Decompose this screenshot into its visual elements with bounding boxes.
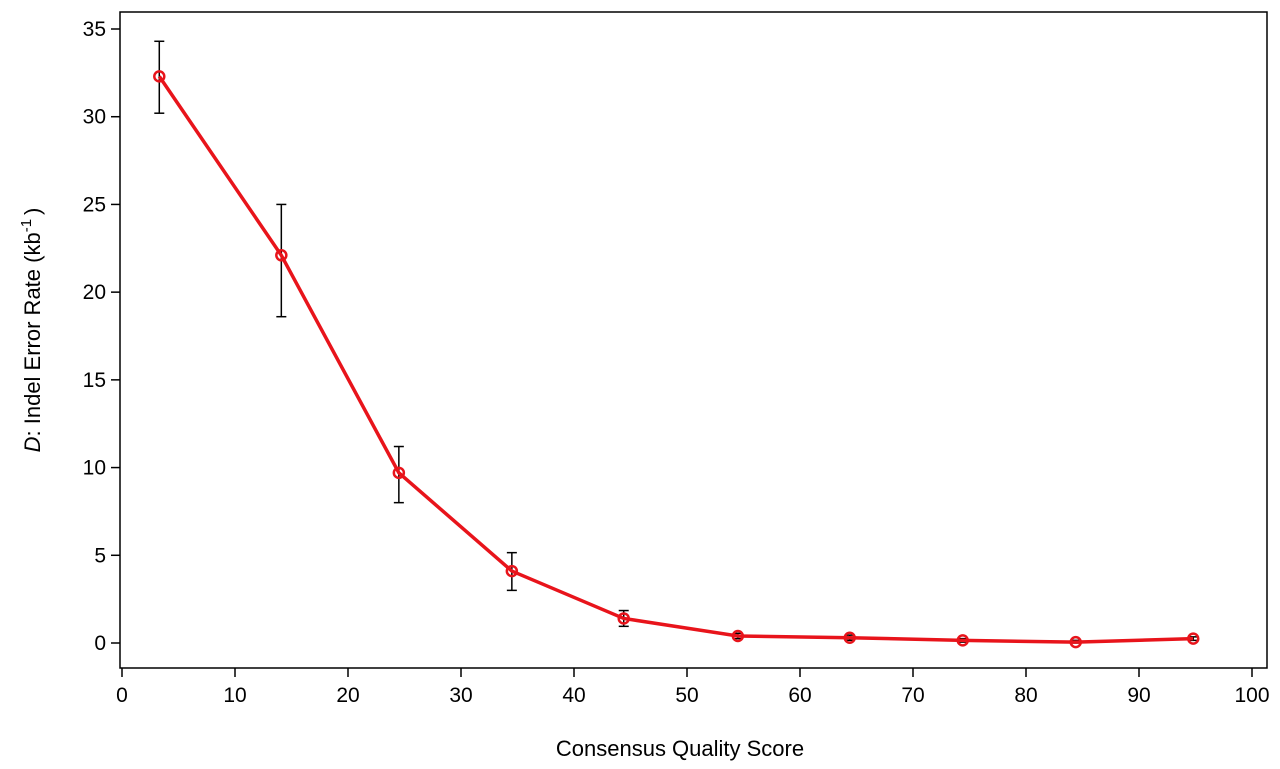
data-point [505, 564, 519, 578]
series-line [157, 75, 1194, 644]
y-tick-label: 20 [83, 281, 106, 304]
x-tick-label: 60 [788, 684, 811, 707]
y-tick-label: 0 [94, 632, 106, 655]
x-axis: 0 10 20 30 40 50 60 70 80 90 100 [116, 668, 1270, 707]
x-tick-label: 40 [562, 684, 585, 707]
y-axis-title-main: : Indel Error Rate (kb [20, 232, 45, 436]
x-tick-label: 90 [1127, 684, 1150, 707]
y-tick-label: 15 [83, 369, 106, 392]
data-point [153, 70, 166, 83]
x-tick-label: 20 [336, 684, 359, 707]
data-point [275, 249, 288, 262]
y-axis: 0 5 10 15 20 25 30 35 [83, 18, 120, 655]
x-axis-title: Consensus Quality Score [556, 736, 804, 761]
y-axis-title-italic: D [20, 436, 45, 452]
data-point [731, 629, 745, 643]
data-point [392, 466, 406, 480]
x-tick-label: 50 [675, 684, 698, 707]
y-tick-label: 5 [94, 544, 106, 567]
data-markers [153, 70, 1200, 649]
y-tick-label: 30 [83, 106, 106, 129]
series-line-group [157, 75, 1194, 644]
error-bars [154, 40, 1199, 644]
x-tick-label: 100 [1234, 684, 1269, 707]
y-tick-label: 35 [83, 18, 106, 41]
x-tick-label: 30 [449, 684, 472, 707]
data-point [956, 634, 969, 647]
x-tick-label: 10 [223, 684, 246, 707]
data-point [1069, 635, 1082, 649]
y-axis-title-superscript: -1 [18, 219, 35, 232]
data-point [843, 631, 856, 644]
y-tick-label: 10 [83, 457, 106, 480]
data-point [1186, 632, 1200, 645]
y-tick-label: 25 [83, 193, 106, 216]
x-tick-label: 70 [901, 684, 924, 707]
y-axis-title-close: ) [20, 208, 45, 215]
x-tick-label: 0 [116, 684, 128, 707]
x-tick-label: 80 [1014, 684, 1037, 707]
plot-frame [119, 11, 1268, 669]
data-point [617, 612, 630, 625]
y-axis-title: D: Indel Error Rate (kb-1) [18, 208, 45, 453]
